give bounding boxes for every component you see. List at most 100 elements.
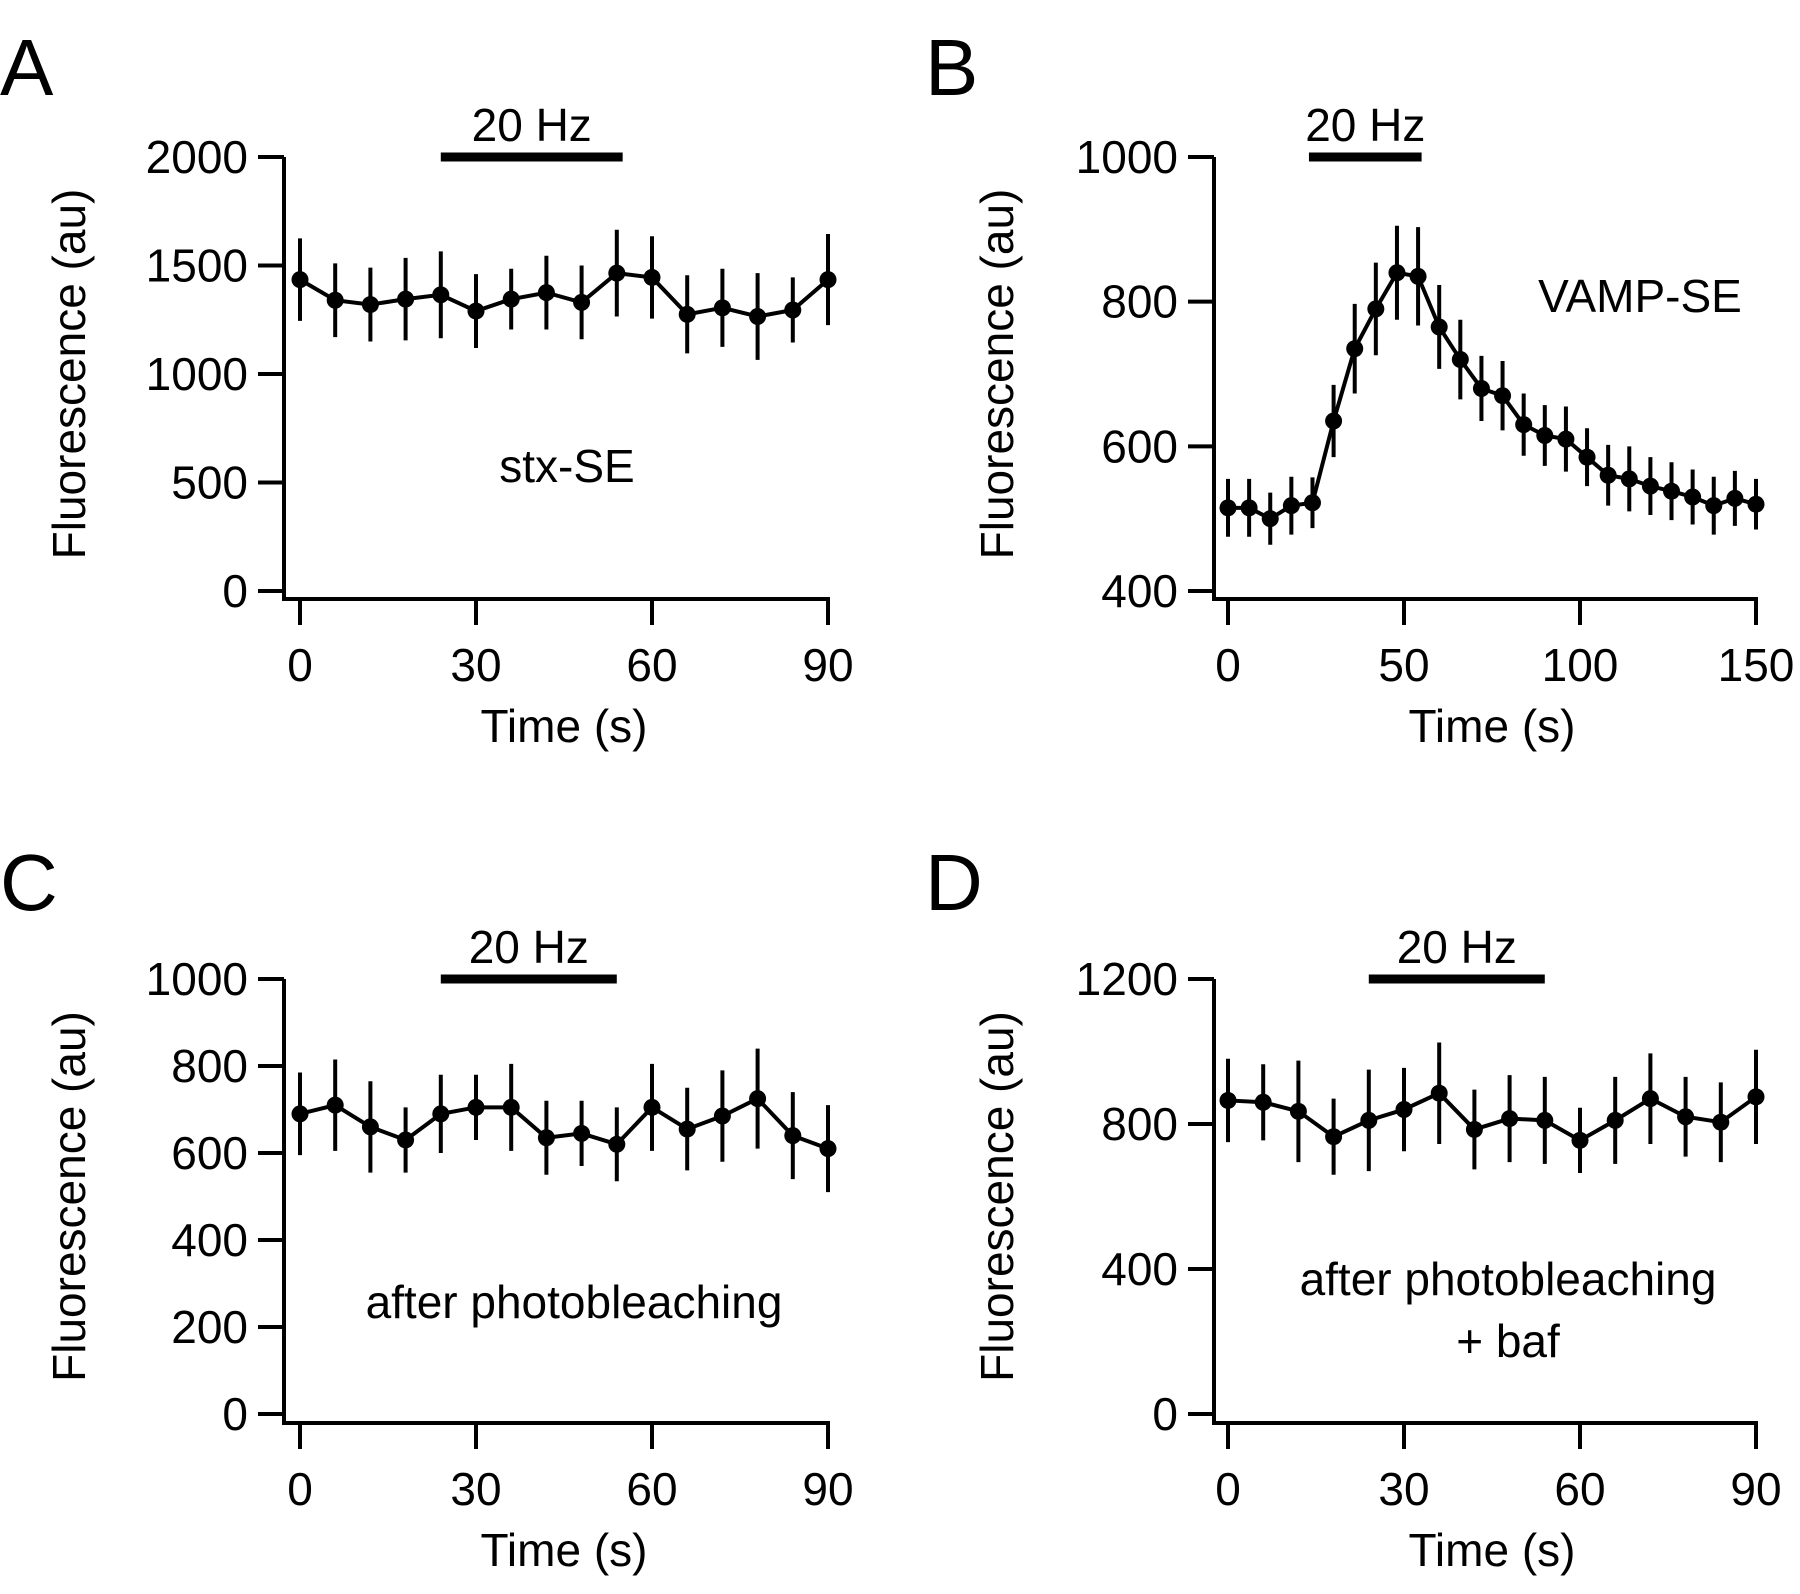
data-point [1557, 430, 1575, 448]
data-point [643, 268, 661, 286]
data-point [467, 302, 485, 320]
x-tick-label: 90 [802, 1463, 853, 1515]
data-point [432, 286, 450, 304]
y-tick-label: 0 [222, 1388, 248, 1440]
panel-letter: A [0, 23, 54, 112]
data-point [749, 1090, 767, 1108]
y-axis-label: Fluorescence (au) [971, 189, 1023, 560]
data-point [1726, 489, 1744, 507]
data-point [1663, 482, 1681, 500]
data-point [1430, 318, 1448, 336]
y-tick-label: 800 [1101, 276, 1178, 328]
y-axis-label: Fluorescence (au) [43, 189, 95, 560]
y-tick-label: 1000 [146, 348, 248, 400]
x-tick-label: 0 [1215, 1463, 1241, 1515]
data-point [1641, 1090, 1659, 1108]
x-tick-label: 90 [802, 639, 853, 691]
y-tick-label: 500 [171, 457, 248, 509]
x-tick-label: 60 [1554, 1463, 1605, 1515]
x-tick-label: 50 [1378, 639, 1429, 691]
data-point [643, 1098, 661, 1116]
x-tick-label: 30 [450, 1463, 501, 1515]
data-point [326, 1096, 344, 1114]
data-point [1388, 264, 1406, 282]
data-point [608, 1135, 626, 1153]
data-point [713, 299, 731, 317]
data-point [678, 305, 696, 323]
series-line [1227, 1090, 1758, 1143]
data-point [1325, 412, 1343, 430]
data-point [1472, 379, 1490, 397]
y-axis-label: Fluorescence (au) [971, 1011, 1023, 1382]
x-tick-label: 30 [450, 639, 501, 691]
data-point [1578, 448, 1596, 466]
data-point [573, 293, 591, 311]
x-tick-label: 0 [287, 639, 313, 691]
y-tick-label: 400 [1101, 565, 1178, 617]
y-tick-label: 400 [1101, 1243, 1178, 1295]
y-tick-label: 600 [171, 1127, 248, 1179]
x-tick-label: 60 [626, 639, 677, 691]
data-point [1395, 1101, 1413, 1118]
panel-letter: D [925, 838, 983, 927]
data-point [1219, 1091, 1237, 1109]
data-point [1494, 387, 1512, 405]
data-point [1325, 1128, 1343, 1146]
data-point [361, 1118, 379, 1136]
x-axis-label: Time (s) [481, 1524, 648, 1576]
annotation-label: + baf [1456, 1315, 1560, 1367]
x-tick-label: 30 [1378, 1463, 1429, 1515]
stimulus-label: 20 Hz [472, 99, 592, 151]
y-tick-label: 200 [171, 1301, 248, 1353]
series-line [298, 271, 830, 319]
data-point [573, 1124, 591, 1142]
data-point [1219, 499, 1237, 517]
series-line [299, 1096, 829, 1151]
data-point [1599, 466, 1617, 484]
annotation-label: stx-SE [499, 440, 634, 492]
panel-d: D 0 400 800 1200 0 30 60 90 Time (s) Fluorescence … [925, 838, 1782, 1576]
x-axis-label: Time (s) [1409, 700, 1576, 752]
panel-letter: C [0, 838, 58, 927]
data-point [1705, 497, 1723, 515]
data-point [1430, 1084, 1448, 1102]
data-point [1620, 470, 1638, 488]
data-point [1465, 1120, 1483, 1138]
data-point [1677, 1108, 1695, 1126]
y-tick-label: 0 [1152, 1388, 1178, 1440]
data-point [502, 1098, 520, 1116]
panel-b: B 400 600 800 1000 0 50 100 150 Time (s) Fluoresce… [925, 23, 1794, 752]
data-point [1409, 267, 1427, 285]
data-point [291, 1105, 309, 1123]
data-point [1261, 510, 1279, 528]
x-tick-label: 100 [1542, 639, 1619, 691]
data-point [1303, 494, 1321, 512]
data-point [397, 290, 415, 308]
x-tick-label: 60 [626, 1463, 677, 1515]
data-point [1346, 340, 1364, 358]
data-point [467, 1098, 485, 1116]
data-point [749, 307, 767, 325]
stimulus-label: 20 Hz [469, 921, 589, 973]
annotation-label: after photobleaching [1300, 1253, 1717, 1305]
y-tick-label: 0 [222, 565, 248, 617]
data-point [1451, 351, 1469, 369]
x-tick-label: 150 [1718, 639, 1795, 691]
data-point [1515, 416, 1533, 434]
stimulus-label: 20 Hz [1305, 99, 1425, 151]
y-tick-label: 400 [171, 1214, 248, 1266]
data-point [1240, 499, 1258, 517]
data-point [713, 1107, 731, 1125]
annotation-label: VAMP-SE [1538, 270, 1742, 322]
data-point [1536, 1111, 1554, 1129]
y-tick-label: 600 [1101, 420, 1178, 472]
data-point [1712, 1113, 1730, 1131]
data-point [1360, 1111, 1378, 1129]
data-point [1536, 426, 1554, 444]
panel-a: A 0 500 1000 1500 2000 0 30 60 90 Time (s) Fluoresc… [0, 23, 854, 752]
data-point [326, 291, 344, 309]
y-tick-label: 2000 [146, 131, 248, 183]
data-point [1501, 1110, 1519, 1128]
x-axis-label: Time (s) [481, 700, 648, 752]
